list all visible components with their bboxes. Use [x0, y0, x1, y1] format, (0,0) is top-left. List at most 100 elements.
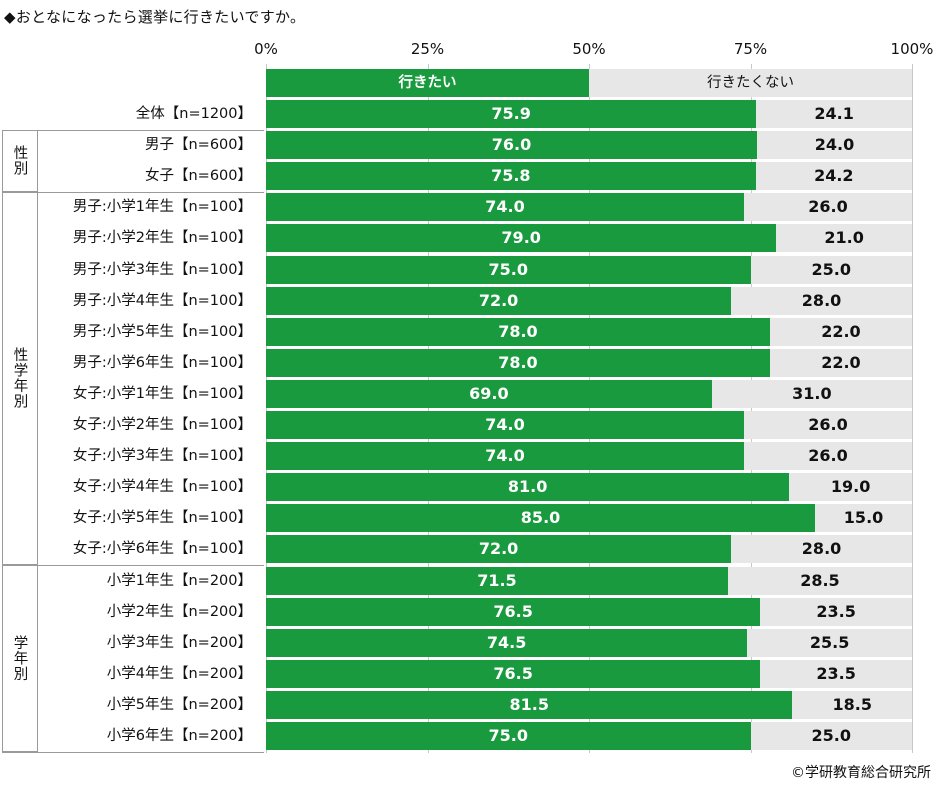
bar-yes	[266, 504, 816, 533]
data-label-no: 25.5	[809, 632, 850, 652]
category-label: 男子【n=600】	[144, 137, 252, 154]
data-label-no: 23.5	[816, 663, 856, 683]
data-label-yes: 81.0	[507, 477, 548, 497]
data-label-no: 18.5	[832, 694, 872, 714]
gridline	[266, 64, 267, 753]
bar-yes	[266, 193, 745, 222]
x-tick-label: 75%	[733, 40, 768, 58]
bar-yes	[266, 442, 745, 471]
bar-no	[711, 379, 912, 408]
data-label-yes: 76.0	[491, 135, 532, 155]
data-label-yes: 85.0	[520, 508, 561, 528]
bar-yes	[266, 379, 712, 408]
group-label: 学年別	[11, 635, 28, 682]
bar-no	[760, 659, 912, 688]
bar-yes	[266, 566, 728, 595]
group-label-box: 性学年別	[2, 191, 38, 565]
bar-no	[815, 504, 912, 533]
bar-yes	[266, 317, 770, 346]
data-label-no: 28.0	[801, 539, 842, 559]
bar-yes	[266, 224, 777, 253]
data-label-yes: 81.5	[509, 694, 549, 714]
data-label-no: 24.2	[814, 166, 854, 186]
data-label-no: 15.0	[843, 508, 884, 528]
category-label: 全体【n=1200】	[135, 106, 252, 122]
data-label-no: 26.0	[808, 446, 848, 466]
data-label-no: 25.0	[811, 259, 851, 279]
data-label-yes: 76.5	[493, 663, 533, 683]
data-label-yes: 78.0	[498, 321, 538, 341]
category-label: 小学5年生【n=200】	[106, 696, 252, 713]
bar-yes	[266, 597, 761, 626]
category-label: 男子:小学4年生【n=100】	[72, 292, 252, 309]
bar-yes	[266, 535, 732, 564]
data-label-no: 22.0	[821, 321, 861, 341]
category-label: 小学2年生【n=200】	[106, 603, 252, 620]
bar-yes	[266, 628, 748, 657]
bar-no	[755, 162, 912, 191]
bar-no	[776, 224, 912, 253]
category-label: 男子:小学1年生【n=100】	[72, 199, 252, 216]
data-label-yes: 71.5	[477, 570, 517, 590]
legend-swatch-no	[589, 69, 912, 97]
data-label-yes: 75.8	[491, 166, 531, 186]
group-separator	[2, 191, 264, 193]
group-label-box: 学年別	[2, 565, 38, 752]
data-label-yes: 79.0	[501, 228, 541, 248]
data-label-yes: 76.5	[493, 601, 533, 621]
category-label: 女子【n=600】	[144, 168, 252, 185]
bar-no	[760, 597, 912, 626]
bar-yes	[266, 286, 732, 315]
category-label: 女子:小学4年生【n=100】	[72, 479, 252, 496]
legend-label-yes: 行きたい	[398, 75, 457, 91]
bar-no	[756, 131, 912, 160]
bar-no	[744, 442, 912, 471]
chart-title: ◆おとなになったら選挙に行きたいですか。	[4, 8, 306, 26]
category-label: 女子:小学6年生【n=100】	[72, 541, 252, 558]
data-label-no: 28.5	[800, 570, 840, 590]
group-separator	[2, 564, 264, 566]
bar-yes	[266, 411, 745, 439]
data-label-yes: 72.0	[478, 290, 519, 310]
x-tick-label: 0%	[254, 40, 278, 58]
bar-no	[792, 690, 912, 719]
group-label: 性別	[11, 145, 28, 177]
bar-no	[750, 255, 912, 284]
category-label: 男子:小学5年生【n=100】	[72, 323, 252, 340]
x-tick-label: 50%	[572, 40, 606, 58]
bar-yes	[266, 659, 761, 688]
data-label-no: 21.0	[824, 228, 864, 248]
category-label: 女子:小学3年生【n=100】	[72, 448, 252, 465]
data-label-yes: 72.0	[478, 539, 519, 559]
data-label-no: 24.1	[814, 104, 854, 123]
category-label: 小学3年生【n=200】	[106, 634, 252, 651]
bar-no	[731, 535, 912, 564]
data-label-no: 22.0	[821, 352, 861, 372]
bar-yes	[266, 473, 790, 502]
bar-yes	[266, 722, 751, 750]
x-tick-label: 25%	[410, 40, 445, 58]
data-label-yes: 74.0	[485, 197, 525, 217]
bar-no	[789, 473, 912, 502]
data-label-no: 19.0	[830, 477, 871, 497]
gridline	[427, 64, 429, 753]
group-label-box: 性別	[2, 129, 38, 192]
data-label-no: 23.5	[816, 601, 856, 621]
bar-no	[727, 566, 912, 595]
bar-no	[750, 722, 912, 750]
category-label: 小学1年生【n=200】	[106, 572, 252, 589]
data-label-yes: 74.5	[486, 632, 527, 652]
legend-label-no: 行きたくない	[707, 75, 794, 91]
data-label-yes: 75.0	[488, 726, 528, 745]
group-separator	[2, 751, 264, 753]
category-label: 小学6年生【n=200】	[106, 728, 252, 744]
category-label: 男子:小学6年生【n=100】	[72, 354, 252, 371]
data-label-yes: 74.0	[485, 415, 525, 434]
data-label-yes: 69.0	[469, 383, 509, 403]
bar-no	[747, 628, 912, 657]
legend-swatch-yes	[266, 69, 589, 97]
data-label-no: 31.0	[792, 383, 832, 403]
plot-area: 行きたい 行きたくない 75.9 24.1 76.0 24.0 75.8 24.2 74.0 26…	[266, 0, 913, 785]
data-label-yes: 75.0	[488, 259, 528, 279]
gridline	[750, 64, 752, 753]
